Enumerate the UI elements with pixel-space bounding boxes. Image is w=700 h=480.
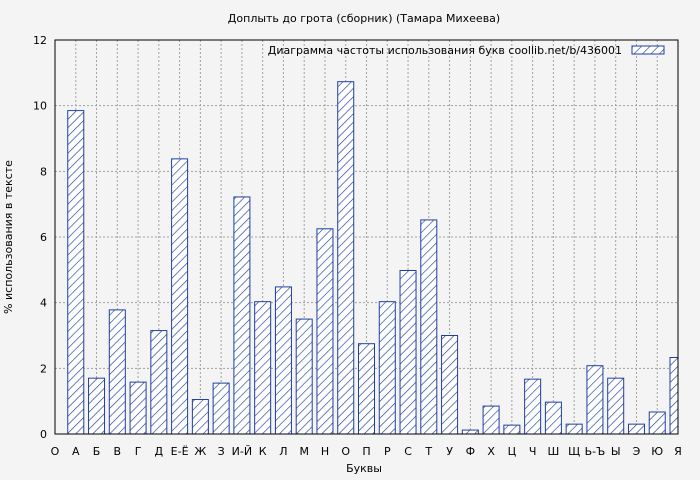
y-tick-label: 8 bbox=[40, 165, 47, 178]
legend-swatch bbox=[631, 45, 665, 55]
x-tick-label: Б bbox=[93, 445, 101, 458]
bar bbox=[358, 343, 375, 435]
bar bbox=[316, 228, 334, 435]
x-tick-label: В bbox=[114, 445, 122, 458]
y-tick-label: 0 bbox=[40, 428, 47, 441]
bar bbox=[67, 110, 85, 435]
x-axis-ticks: О А Б В Г Д Е-Ё Ж З И-Й К Л М Н О П Р С Т У Ф Х Ц Ч Ш Щ Ь-Ъ Ы Э Ю Я bbox=[51, 445, 682, 458]
x-tick-label: Ь-Ъ bbox=[585, 445, 606, 458]
y-tick-label: 6 bbox=[40, 231, 47, 244]
y-axis-title: % использования в тексте bbox=[2, 160, 15, 314]
x-tick-label: Ш bbox=[548, 445, 560, 458]
bar bbox=[461, 429, 479, 435]
x-tick-label: Э bbox=[633, 445, 641, 458]
x-tick-label: Д bbox=[155, 445, 164, 458]
bar bbox=[254, 301, 272, 435]
bar bbox=[669, 356, 679, 435]
x-tick-label: А bbox=[72, 445, 80, 458]
bar bbox=[212, 382, 230, 435]
x-tick-label: И-Й bbox=[232, 445, 252, 458]
bar bbox=[607, 377, 625, 435]
bar bbox=[586, 365, 604, 435]
x-tick-label: Ф bbox=[466, 445, 475, 458]
x-tick-label: Л bbox=[279, 445, 287, 458]
x-tick-label: Г bbox=[135, 445, 142, 458]
x-axis-title: Буквы bbox=[346, 462, 382, 475]
bar bbox=[627, 423, 645, 435]
x-tick-label: Ч bbox=[529, 445, 537, 458]
x-tick-label: Т bbox=[424, 445, 432, 458]
x-tick-label: Ц bbox=[508, 445, 517, 458]
bar bbox=[295, 318, 313, 435]
bar bbox=[150, 330, 168, 435]
bar bbox=[524, 378, 542, 435]
x-tick-label: Х bbox=[487, 445, 495, 458]
y-tick-label: 4 bbox=[40, 297, 47, 310]
bar bbox=[129, 381, 147, 435]
x-tick-label: Ы bbox=[611, 445, 621, 458]
bar bbox=[441, 335, 459, 435]
bar bbox=[544, 401, 562, 435]
bar bbox=[399, 269, 417, 435]
bar bbox=[191, 399, 209, 435]
y-tick-label: 10 bbox=[33, 100, 47, 113]
bar bbox=[88, 377, 106, 435]
y-axis-ticks: 0 2 4 6 8 10 12 bbox=[33, 34, 47, 441]
x-tick-label: Щ bbox=[568, 445, 580, 458]
bar bbox=[378, 301, 396, 435]
x-tick-label: Ж bbox=[194, 445, 206, 458]
bar bbox=[108, 309, 126, 435]
x-tick-label: К bbox=[259, 445, 267, 458]
legend-label: Диаграмма частоты использования букв coo… bbox=[268, 44, 622, 57]
x-tick-label: М bbox=[299, 445, 309, 458]
bar bbox=[337, 81, 355, 435]
x-tick-label: Ю bbox=[651, 445, 663, 458]
bar bbox=[503, 424, 521, 435]
x-tick-label: П bbox=[362, 445, 370, 458]
bar bbox=[233, 196, 251, 435]
x-tick-label: Е-Ё bbox=[171, 445, 189, 458]
bar bbox=[171, 158, 189, 435]
bar bbox=[274, 286, 292, 435]
x-tick-label: О bbox=[341, 445, 350, 458]
y-tick-label: 2 bbox=[40, 362, 47, 375]
plot-frame bbox=[54, 39, 679, 435]
legend: Диаграмма частоты использования букв coo… bbox=[268, 44, 665, 57]
bar bbox=[482, 405, 500, 435]
y-tick-label: 12 bbox=[33, 34, 47, 47]
x-tick-label: Н bbox=[321, 445, 329, 458]
bars bbox=[67, 81, 679, 435]
x-tick-label: О bbox=[51, 445, 60, 458]
bar bbox=[565, 423, 583, 435]
chart-title: Доплыть до грота (сборник) (Тамара Михее… bbox=[228, 12, 500, 25]
x-tick-label: Я bbox=[674, 445, 682, 458]
x-tick-label: Р bbox=[384, 445, 391, 458]
x-tick-label: С bbox=[404, 445, 412, 458]
bar bbox=[648, 411, 666, 435]
x-tick-label: З bbox=[218, 445, 225, 458]
x-tick-label: У bbox=[446, 445, 453, 458]
bar bbox=[420, 219, 438, 435]
